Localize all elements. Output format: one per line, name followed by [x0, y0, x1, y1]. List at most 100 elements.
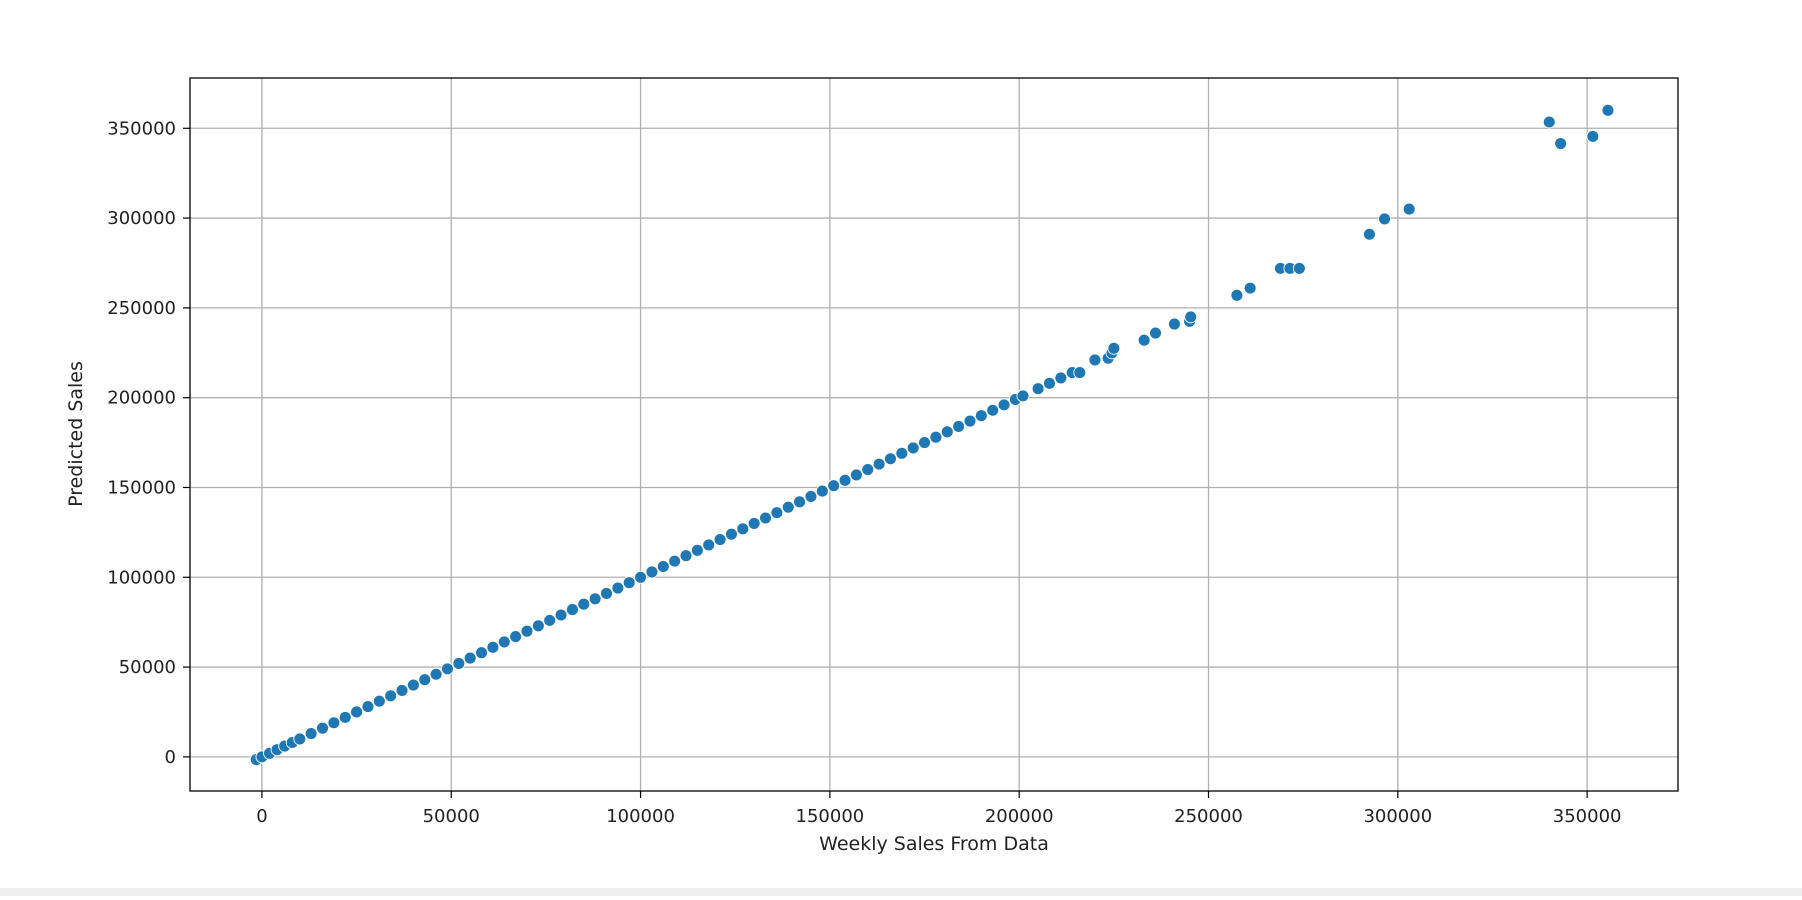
data-point [600, 586, 613, 600]
data-point [702, 538, 716, 552]
data-point [656, 560, 670, 573]
data-point [952, 419, 966, 433]
data-point [679, 549, 693, 563]
data-point [974, 409, 988, 423]
data-point [384, 689, 398, 703]
data-point [1031, 382, 1045, 396]
y-tick-label: 200000 [107, 388, 176, 409]
data-point [588, 592, 602, 606]
data-point [1088, 353, 1102, 367]
data-point [1243, 281, 1257, 295]
x-axis-label: Weekly Sales From Data [819, 833, 1049, 855]
data-point [520, 624, 534, 638]
data-point [418, 673, 432, 687]
data-point [509, 630, 523, 643]
data-point [861, 463, 875, 476]
data-point [668, 554, 682, 568]
data-point [338, 710, 352, 724]
x-tick-label: 150000 [796, 806, 865, 827]
x-tick-label: 100000 [606, 806, 675, 827]
y-tick-label: 50000 [119, 657, 176, 678]
data-point [611, 581, 625, 595]
data-point [1542, 115, 1556, 129]
data-point [531, 619, 545, 633]
data-point [463, 651, 477, 665]
y-tick-label: 300000 [107, 208, 176, 229]
data-point [747, 516, 761, 530]
data-point [1402, 202, 1416, 216]
data-point [872, 457, 886, 471]
data-point [1378, 212, 1392, 226]
x-axis-ticks: 0 50000 100000 150000 200000 250000 300000 3500… [256, 791, 1621, 827]
x-tick-label: 200000 [985, 806, 1054, 827]
data-point [1601, 103, 1615, 117]
data-point [1554, 137, 1568, 151]
data-point [1073, 366, 1087, 379]
grid-lines [190, 78, 1678, 791]
data-point [793, 495, 807, 509]
data-point [690, 543, 704, 557]
data-point [1230, 288, 1244, 302]
data-point [543, 613, 557, 627]
data-point [406, 678, 420, 692]
data-point [713, 533, 727, 547]
data-point [759, 511, 772, 525]
data-point [781, 500, 795, 514]
data-point [1149, 326, 1162, 340]
data-point [815, 484, 829, 498]
x-tick-label: 50000 [423, 806, 480, 827]
data-point [634, 570, 648, 584]
data-point [1107, 341, 1121, 355]
y-tick-label: 350000 [107, 118, 176, 139]
data-point [929, 430, 943, 444]
data-point [895, 446, 909, 460]
data-point [1184, 310, 1198, 324]
data-point [963, 414, 977, 428]
data-point [1054, 371, 1068, 385]
data-point [429, 667, 443, 681]
data-point [906, 441, 920, 455]
data-point [770, 506, 784, 520]
data-point [1292, 261, 1306, 275]
x-tick-label: 350000 [1553, 806, 1622, 827]
y-tick-label: 100000 [107, 567, 176, 588]
data-point [940, 425, 954, 439]
data-point [475, 646, 488, 660]
data-point [361, 700, 375, 714]
data-point [1016, 389, 1030, 403]
plot-frame [189, 77, 1679, 792]
data-point [997, 398, 1011, 412]
data-point [565, 603, 579, 617]
data-point [293, 732, 307, 746]
data-point [497, 635, 511, 649]
data-point [372, 694, 386, 708]
data-point [395, 683, 409, 697]
data-point [304, 727, 318, 740]
data-point [554, 608, 568, 622]
y-tick-label: 250000 [107, 298, 176, 319]
data-point [1362, 227, 1376, 241]
data-point [838, 473, 852, 487]
y-tick-label: 150000 [107, 477, 176, 498]
data-point [918, 436, 931, 450]
data-point [986, 403, 1000, 417]
data-point [452, 657, 466, 670]
data-point [1586, 129, 1600, 143]
x-tick-label: 300000 [1363, 806, 1432, 827]
data-points [249, 103, 1615, 767]
data-point [645, 565, 659, 579]
data-point [1167, 317, 1181, 331]
data-point [804, 490, 818, 503]
x-tick-label: 0 [256, 806, 267, 827]
data-point [577, 597, 591, 611]
data-point [486, 640, 500, 654]
y-axis-label: Predicted Sales [65, 361, 87, 507]
y-tick-label: 0 [165, 747, 176, 768]
data-point [724, 527, 738, 541]
data-point [1043, 376, 1056, 390]
y-axis-ticks: 0 50000 100000 150000 200000 250000 300000 3500… [107, 118, 190, 768]
data-point [441, 662, 454, 676]
x-tick-label: 250000 [1174, 806, 1243, 827]
